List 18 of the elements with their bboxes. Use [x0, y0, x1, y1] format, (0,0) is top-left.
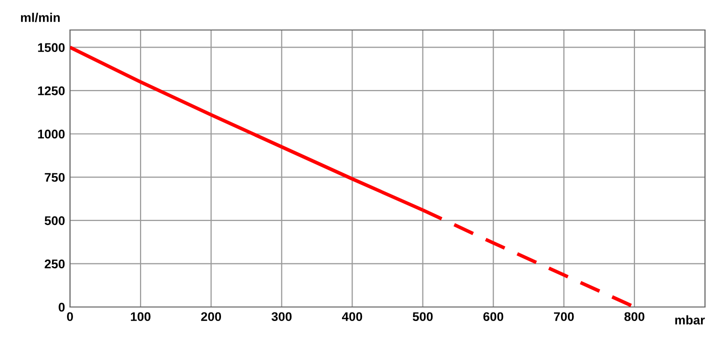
x-tick-label: 300	[272, 312, 292, 322]
y-axis-title: ml/min	[21, 12, 60, 22]
y-tick-label: 1250	[38, 86, 65, 96]
y-tick-label: 1000	[38, 130, 65, 139]
x-tick-label: 200	[201, 312, 222, 322]
y-tick-label: 750	[44, 172, 65, 182]
y-tick-label: 1500	[38, 43, 65, 52]
x-tick-label: 700	[554, 312, 574, 322]
y-tick-label: 250	[44, 260, 65, 268]
x-tick-label: 600	[483, 312, 504, 322]
x-tick-label: 400	[342, 312, 362, 322]
x-tick-label: 500	[412, 312, 433, 322]
y-tick-label: 500	[44, 216, 65, 226]
x-tick-label: 0	[67, 312, 73, 322]
x-tick-label: 100	[130, 312, 150, 322]
y-tick-label: 0	[58, 302, 65, 312]
x-axis-title: mbar	[675, 315, 705, 324]
x-tick-label: 800	[624, 312, 644, 322]
